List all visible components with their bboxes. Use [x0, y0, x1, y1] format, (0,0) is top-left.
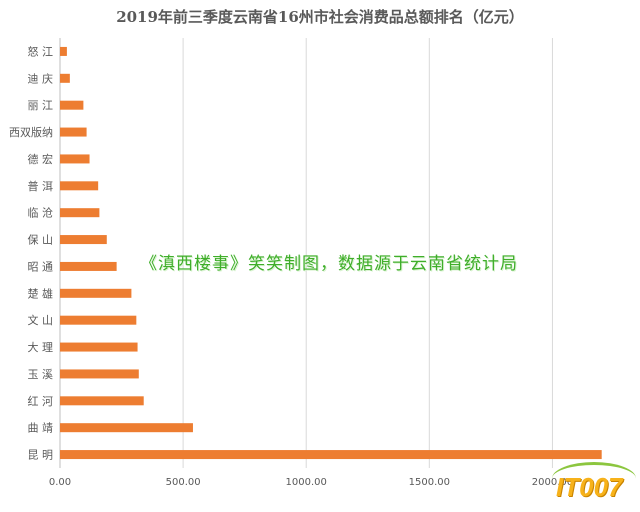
category-label: 德 宏: [28, 152, 54, 166]
chart-title: 2019年前三季度云南省16州市社会消费品总额排名（亿元）: [116, 8, 524, 26]
bar: [60, 261, 117, 271]
bar: [60, 450, 602, 460]
bar: [60, 423, 193, 433]
x-tick-label: 500.00: [166, 477, 201, 488]
bar: [60, 288, 132, 298]
bar: [60, 315, 137, 325]
category-label: 丽 江: [28, 99, 54, 112]
bar: [60, 100, 84, 110]
category-label: 昆 明: [28, 449, 54, 462]
category-label: 保 山: [28, 233, 54, 247]
category-label: 昭 通: [28, 260, 54, 273]
x-tick-label: 0.00: [49, 477, 71, 488]
category-label: 迪 庆: [28, 71, 54, 85]
category-label: 玉 溪: [28, 368, 54, 381]
bar: [60, 369, 139, 379]
category-label: 普 洱: [28, 179, 54, 193]
category-label: 临 沧: [28, 206, 54, 220]
logo-text: IT007: [556, 472, 623, 502]
category-label: 西双版纳: [9, 125, 53, 139]
x-tick-label: 1500.00: [409, 477, 450, 488]
category-label: 曲 靖: [28, 422, 54, 435]
logo-swoosh-icon: [552, 462, 636, 495]
site-logo: IT007: [548, 462, 640, 510]
bar: [60, 127, 87, 137]
bar: [60, 396, 144, 406]
category-label: 文 山: [28, 313, 54, 327]
bar: [60, 181, 99, 191]
bar: [60, 154, 90, 164]
bar: [60, 208, 100, 218]
bar: [60, 46, 67, 56]
x-tick-label: 1000.00: [286, 477, 327, 488]
category-label: 楚 雄: [28, 286, 54, 300]
category-label: 大 理: [28, 340, 54, 354]
bar: [60, 235, 107, 245]
category-label: 红 河: [28, 395, 54, 408]
watermark-text: 《滇西楼事》笑笑制图，数据源于云南省统计局: [140, 254, 518, 274]
category-label: 怒 江: [28, 44, 54, 58]
bar: [60, 73, 70, 83]
bar: [60, 342, 138, 352]
